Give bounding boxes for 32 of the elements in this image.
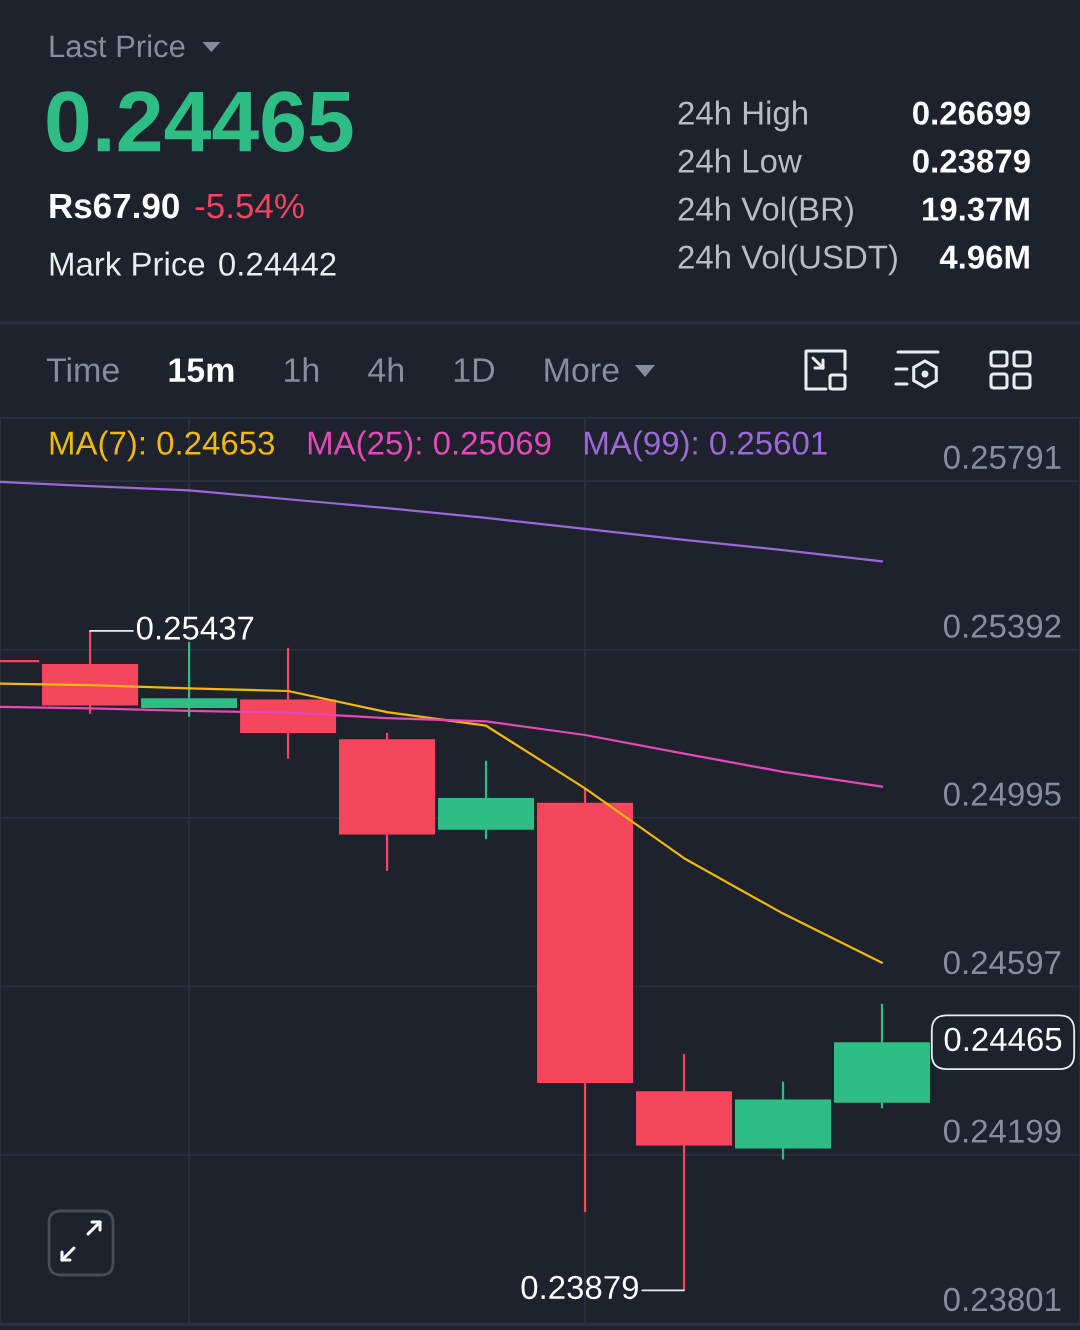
text: 0.26699 <box>913 101 1030 125</box>
text: Rs67.90 <box>50 193 179 219</box>
text: 19.37M <box>923 197 1029 221</box>
text: 0.24465 <box>944 1027 1062 1052</box>
text: 24h Vol(USDT) <box>678 244 897 276</box>
text: MA(25): 0.25069 <box>308 430 551 462</box>
y-tick-label: 0.25791 <box>943 445 1061 469</box>
y-tick-label: 0.25392 <box>943 614 1061 638</box>
y-tick-label: 0.23801 <box>943 1287 1061 1312</box>
text: More <box>545 358 619 383</box>
y-tick-label: 0.24199 <box>943 1119 1061 1143</box>
text: 1D <box>454 358 495 382</box>
text: 24h Vol(BR) <box>678 196 853 228</box>
text: Mark Price <box>50 251 205 276</box>
y-tick-label: 0.24995 <box>943 782 1061 806</box>
text: 15m <box>169 358 234 383</box>
text: 1h <box>285 357 319 382</box>
y-tick-label: 0.24597 <box>943 950 1061 975</box>
text: MA(7): 0.24653 <box>50 430 274 462</box>
text: 4.96M <box>939 245 1029 269</box>
text: 24h High <box>678 100 807 132</box>
text: MA(99): 0.25601 <box>585 430 827 462</box>
text: 4h <box>368 357 403 382</box>
text: 0.24465 <box>47 91 353 153</box>
text: 0.24442 <box>219 252 336 276</box>
annotation: 0.25437 <box>136 616 254 640</box>
text: 24h Low <box>678 148 802 173</box>
text: 0.23879 <box>913 149 1030 173</box>
annotation: 0.23879 <box>521 1275 638 1300</box>
text: Time <box>46 357 119 383</box>
text: Last Price <box>50 34 185 58</box>
text: -5.54% <box>195 193 304 219</box>
